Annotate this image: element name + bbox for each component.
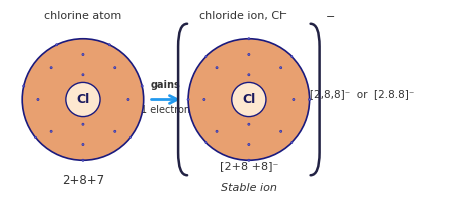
Circle shape [280,67,282,69]
Circle shape [188,39,310,160]
Circle shape [108,44,110,46]
Circle shape [248,123,250,125]
Circle shape [187,99,189,100]
Circle shape [232,82,266,117]
Text: Stable ion: Stable ion [221,183,277,193]
Circle shape [248,159,250,161]
Circle shape [82,143,84,145]
Text: Cl: Cl [242,93,255,106]
Circle shape [205,141,207,143]
Text: 2+8+7: 2+8+7 [62,174,104,187]
Circle shape [248,143,250,145]
Circle shape [141,85,143,87]
Circle shape [37,99,39,100]
Circle shape [248,54,250,56]
Circle shape [23,85,25,87]
Circle shape [309,99,310,100]
Circle shape [280,130,282,132]
Text: −: − [279,9,287,19]
Circle shape [203,99,205,100]
Text: Or [2,8,8]⁻  or  [2.8.8]⁻: Or [2,8,8]⁻ or [2.8.8]⁻ [294,90,415,100]
Circle shape [204,55,294,144]
Circle shape [35,136,36,138]
Circle shape [216,67,218,69]
Text: chlorine atom: chlorine atom [45,11,121,21]
Circle shape [50,67,52,69]
Circle shape [248,38,250,40]
Circle shape [38,55,128,144]
Circle shape [114,130,116,132]
Circle shape [82,54,84,56]
Circle shape [50,130,52,132]
Circle shape [127,99,129,100]
Circle shape [205,56,207,58]
Circle shape [291,56,293,58]
Circle shape [224,75,273,124]
Circle shape [82,74,84,76]
Text: gains: gains [151,79,181,90]
Circle shape [114,67,116,69]
Text: chloride ion, Cl: chloride ion, Cl [199,11,283,21]
Circle shape [216,130,218,132]
Circle shape [291,141,293,143]
Circle shape [55,44,58,46]
Circle shape [293,99,295,100]
Circle shape [82,159,84,161]
Text: [2+8 +8]⁻: [2+8 +8]⁻ [219,161,278,171]
Text: −: − [326,12,335,22]
Circle shape [22,39,144,160]
Circle shape [248,74,250,76]
Circle shape [58,75,108,124]
Text: 1 electron: 1 electron [141,104,191,114]
Text: Cl: Cl [76,93,90,106]
Circle shape [66,82,100,117]
Circle shape [129,136,131,138]
Circle shape [82,123,84,125]
